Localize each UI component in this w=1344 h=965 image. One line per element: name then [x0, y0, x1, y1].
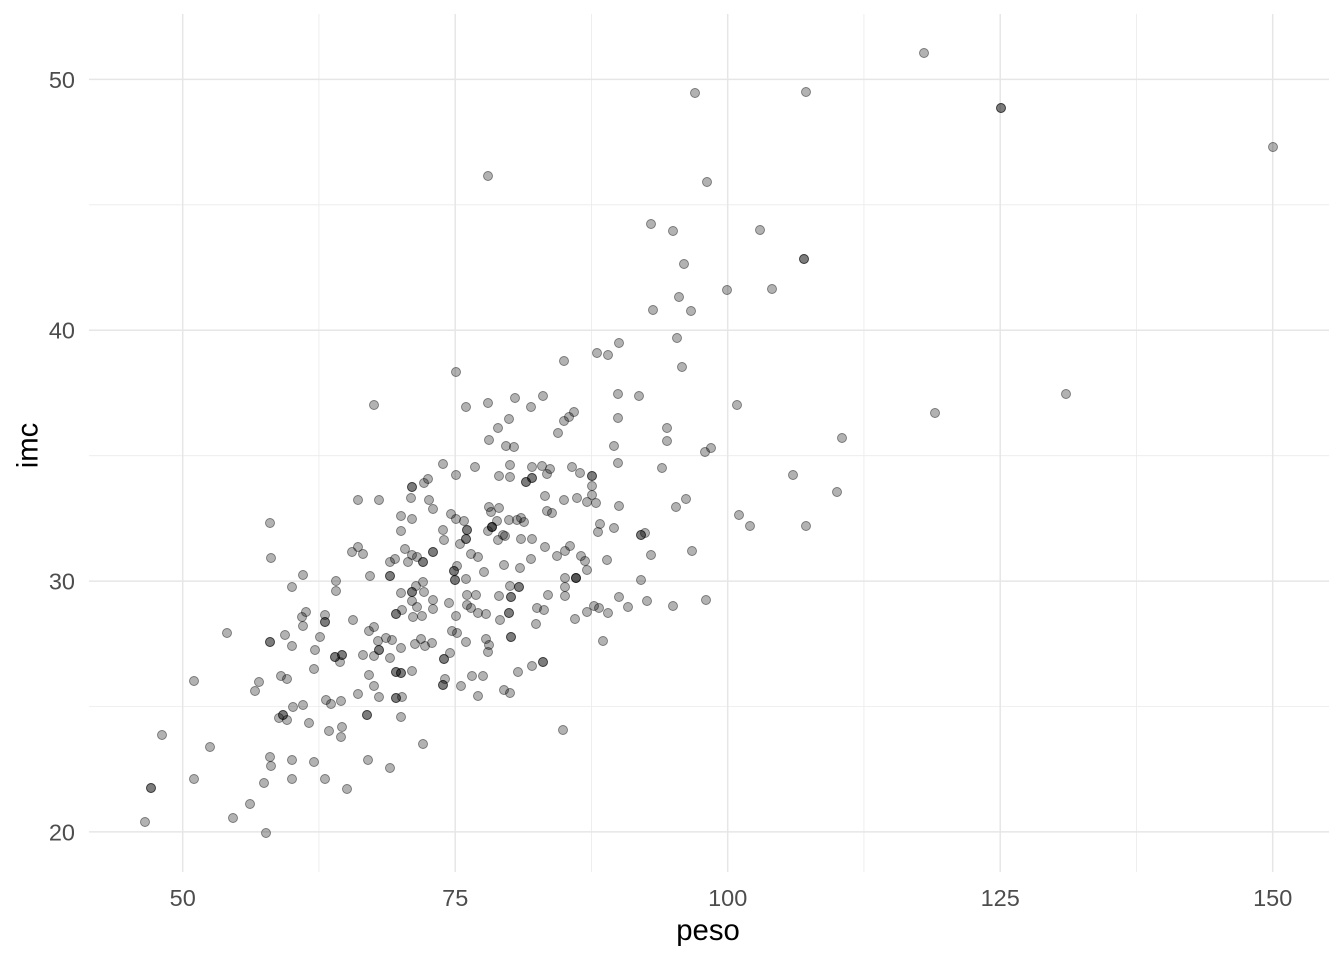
svg-text:100: 100: [708, 885, 747, 911]
svg-text:30: 30: [49, 569, 75, 595]
svg-text:150: 150: [1253, 885, 1292, 911]
svg-text:20: 20: [49, 819, 75, 845]
svg-text:peso: peso: [676, 914, 740, 947]
svg-text:50: 50: [49, 67, 75, 93]
svg-text:125: 125: [981, 885, 1020, 911]
svg-text:50: 50: [170, 885, 196, 911]
svg-text:75: 75: [442, 885, 468, 911]
svg-text:40: 40: [49, 318, 75, 344]
svg-text:imc: imc: [12, 423, 45, 469]
